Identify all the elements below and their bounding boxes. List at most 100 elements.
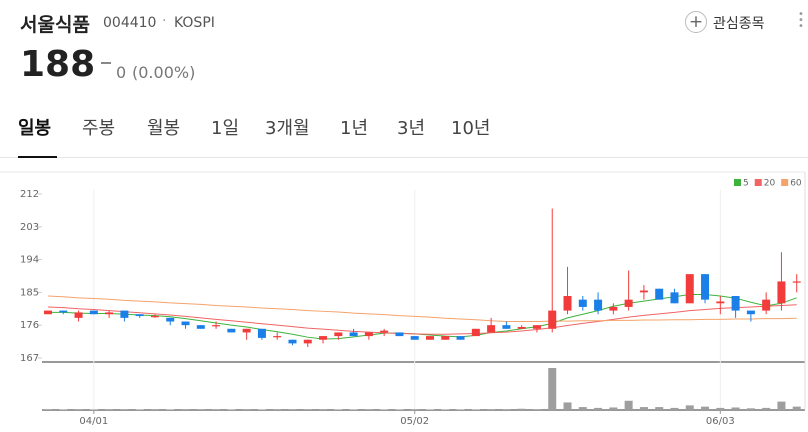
candle-body [594, 299, 603, 311]
candle-body [105, 312, 114, 315]
more-menu[interactable]: • • • [798, 9, 804, 32]
moving-average [47, 295, 797, 323]
watch-icon[interactable]: + [685, 11, 707, 33]
candle-body [639, 290, 648, 293]
tab[interactable]: 1일 [211, 118, 240, 139]
volume-bar [196, 409, 205, 410]
candle-body [624, 299, 633, 307]
x-tick-label: 04/01 [79, 416, 108, 427]
y-tick-label: 167 [20, 353, 39, 364]
candle-body [150, 316, 159, 318]
candle-body [532, 325, 541, 329]
candle-body [441, 336, 450, 340]
tab[interactable]: 일봉 [18, 118, 52, 139]
volume-bar [517, 408, 526, 410]
candle-body [609, 306, 618, 311]
candle-body [670, 292, 679, 304]
candle-body [303, 339, 312, 344]
volume-bar [792, 406, 801, 410]
candle-body [181, 321, 190, 326]
volume-bar [44, 409, 52, 410]
candle-body [563, 296, 572, 311]
volume-bar [303, 409, 312, 410]
volume-bar [364, 409, 373, 410]
volume-bar [639, 407, 648, 410]
volume-bar [777, 401, 786, 410]
price: 188 [20, 44, 96, 85]
legend-swatch [734, 179, 741, 186]
candle-body [655, 288, 664, 300]
tab-underline [18, 156, 57, 158]
candle-body [380, 330, 389, 333]
watch-button[interactable]: 관심종목 [713, 16, 765, 32]
stock-name: 서울식품 [20, 14, 90, 36]
candle-body [685, 274, 694, 304]
volume-bar [319, 409, 328, 410]
candle-body [578, 299, 587, 307]
candle-body [746, 310, 755, 315]
candle-body [44, 310, 52, 315]
legend-swatch [781, 179, 789, 186]
candle-body [487, 325, 496, 333]
volume-bar [594, 407, 603, 410]
volume-bar [288, 409, 297, 410]
candle-body [517, 326, 526, 329]
candle-body [257, 328, 266, 338]
y-tick-label: 176 [20, 320, 39, 331]
candle-body [762, 299, 771, 311]
tab[interactable]: 월봉 [147, 118, 181, 139]
volume-bar [624, 400, 633, 410]
tab[interactable]: 3년 [397, 118, 426, 139]
tab[interactable]: 10년 [451, 118, 491, 139]
tab[interactable]: 주봉 [82, 118, 116, 139]
candle-body [777, 281, 786, 304]
candle-body [196, 325, 205, 329]
candle-body [334, 332, 343, 337]
volume-bar [731, 407, 740, 410]
candle-body [731, 296, 740, 311]
y-tick-label: 185 [20, 287, 39, 298]
candle-body [456, 336, 465, 340]
candle-body [74, 312, 83, 318]
candle-body [59, 310, 68, 313]
volume-bar [578, 407, 587, 410]
moving-average [47, 304, 797, 335]
candle-body [364, 332, 373, 337]
volume-bar [120, 409, 129, 410]
candle-body [166, 317, 175, 322]
volume-bar [212, 409, 221, 410]
candle-body [471, 328, 480, 337]
y-tick-label: 212 [20, 189, 39, 200]
volume-bar [532, 409, 541, 410]
legend-label: 20 [764, 179, 776, 189]
volume-bar [609, 407, 618, 410]
candle-body [89, 310, 98, 315]
volume-bar [105, 409, 114, 410]
volume-bar [685, 405, 694, 410]
volume-bar [487, 409, 496, 410]
candle-body [502, 325, 511, 329]
flat-icon [101, 62, 111, 64]
candle-body [792, 281, 801, 283]
candle-body [395, 332, 404, 337]
volume-bar [655, 407, 664, 410]
candle-body [273, 336, 282, 338]
candle-body [426, 336, 434, 340]
volume-bar [746, 408, 755, 410]
candle-body [349, 332, 358, 337]
tab[interactable]: 1년 [340, 118, 369, 139]
volume-bar [181, 409, 190, 410]
candle-body [120, 310, 129, 318]
volume-bar [701, 406, 710, 410]
tab[interactable]: 3개월 [265, 118, 310, 139]
change-rate: (0.00%) [132, 63, 196, 82]
x-tick-label: 05/02 [400, 416, 429, 427]
candle-body [410, 336, 419, 340]
volume-bar [273, 409, 282, 410]
volume-bar [74, 409, 83, 410]
market: KOSPI [174, 15, 215, 31]
separator: · [162, 13, 167, 29]
volume-bar [563, 402, 572, 410]
volume-bar [762, 407, 771, 410]
change: 0 [116, 63, 127, 82]
